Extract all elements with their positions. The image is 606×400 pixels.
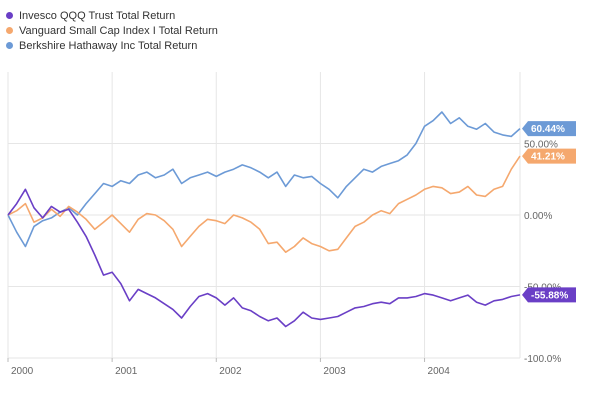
series-line[interactable]	[7, 155, 521, 253]
series-line[interactable]	[7, 111, 521, 248]
series-lines	[7, 111, 521, 328]
legend-label: Vanguard Small Cap Index I Total Return	[19, 24, 218, 37]
y-tick-label: 0.00%	[524, 211, 552, 222]
legend-label: Invesco QQQ Trust Total Return	[19, 9, 176, 22]
legend-dot-icon	[6, 42, 13, 49]
y-tick-label: -100.0%	[524, 354, 561, 365]
legend-item-qqq[interactable]: Invesco QQQ Trust Total Return	[6, 8, 218, 23]
end-value-badge: 60.44%	[522, 121, 576, 137]
end-value-label: -55.88%	[531, 290, 568, 301]
legend-dot-icon	[6, 12, 13, 19]
end-value-badge-bg	[522, 287, 576, 303]
x-tick-label: 2002	[219, 366, 242, 377]
x-tick-label: 2000	[11, 366, 34, 377]
end-value-badge-bg	[522, 148, 576, 164]
x-tick-label: 2003	[323, 366, 346, 377]
end-value-badge-bg	[522, 121, 576, 137]
y-tick-label: 50.00%	[524, 140, 558, 151]
end-value-label: 60.44%	[531, 124, 565, 135]
x-tick-label: 2001	[115, 366, 138, 377]
axis-labels: 50.00%0.00%-50.00%-100.0%200020012002200…	[11, 121, 576, 377]
end-value-badge: -55.88%	[522, 287, 576, 303]
end-value-label: 41.21%	[531, 152, 565, 163]
legend-dot-icon	[6, 27, 13, 34]
chart-legend: Invesco QQQ Trust Total Return Vanguard …	[6, 8, 218, 53]
x-tick-label: 2004	[428, 366, 451, 377]
series-line[interactable]	[7, 188, 521, 328]
legend-label: Berkshire Hathaway Inc Total Return	[19, 39, 198, 52]
legend-item-vanguard[interactable]: Vanguard Small Cap Index I Total Return	[6, 23, 218, 38]
end-value-badge: 41.21%	[522, 148, 576, 164]
legend-item-berkshire[interactable]: Berkshire Hathaway Inc Total Return	[6, 38, 218, 53]
